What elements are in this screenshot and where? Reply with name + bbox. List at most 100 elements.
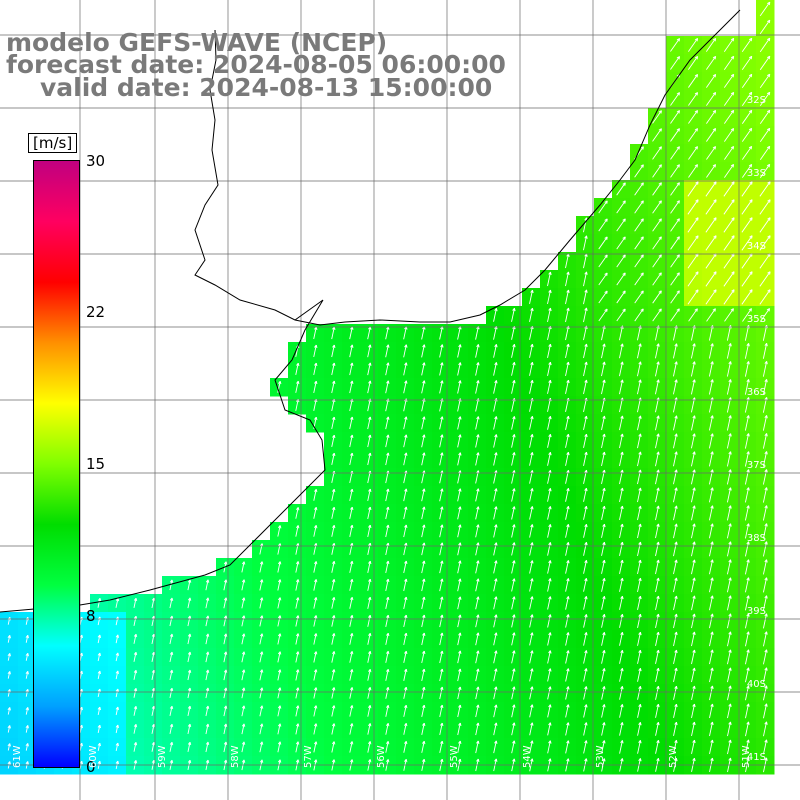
wind-arrow: [367, 362, 372, 376]
wind-arrow: [331, 615, 336, 627]
wind-arrow: [741, 145, 753, 160]
wind-arrow: [421, 416, 426, 430]
wind-arrow: [619, 541, 624, 556]
wind-arrow: [439, 740, 444, 753]
wind-arrow: [385, 578, 390, 592]
wind-arrow: [598, 290, 608, 304]
wind-arrow: [634, 218, 644, 232]
wind-arrow: [7, 635, 11, 643]
wind-arrow: [547, 307, 552, 323]
wind-arrow: [133, 705, 138, 716]
wind-arrow: [741, 91, 753, 106]
wind-arrow: [637, 523, 642, 539]
wind-arrow: [673, 487, 678, 503]
wind-arrow: [367, 632, 372, 645]
wind-arrow: [529, 379, 534, 394]
wind-arrow: [583, 271, 588, 287]
wind-arrow: [637, 722, 642, 736]
wind-arrow: [529, 596, 534, 610]
wind-arrow: [259, 741, 264, 753]
wind-arrow: [403, 686, 408, 699]
wind-arrow: [493, 416, 498, 430]
wind-arrow: [511, 722, 516, 736]
wind-arrow: [670, 218, 680, 232]
wind-arrow: [723, 217, 735, 233]
wind-arrow: [670, 308, 680, 322]
wind-arrow: [475, 524, 480, 538]
wind-arrow: [652, 110, 662, 124]
wind-arrow: [688, 56, 699, 70]
wind-arrow: [601, 704, 606, 718]
wind-arrow: [385, 560, 390, 574]
wind-arrow: [151, 669, 156, 680]
wind-arrow: [223, 579, 228, 591]
wind-arrow: [672, 361, 678, 377]
wind-arrow: [223, 651, 228, 663]
wind-arrow: [727, 559, 732, 575]
wind-arrow: [25, 652, 29, 661]
wind-arrow: [547, 578, 552, 592]
wind-arrow: [673, 469, 678, 485]
wind-arrow: [727, 541, 732, 557]
wind-arrow: [313, 651, 318, 663]
wind-arrow: [313, 615, 318, 627]
wind-arrow: [97, 688, 101, 698]
wind-arrow: [691, 469, 696, 485]
wind-arrow: [7, 743, 11, 751]
wind-arrow: [583, 289, 588, 305]
wind-arrow: [277, 687, 282, 699]
wind-arrow: [655, 415, 660, 431]
wind-arrow: [726, 415, 732, 431]
wind-arrow: [763, 631, 768, 647]
colorbar-tick: 8: [86, 607, 96, 625]
wind-arrow: [439, 686, 444, 700]
wind-arrow: [655, 595, 660, 611]
wind-arrow: [759, 73, 771, 89]
wind-arrow: [349, 362, 354, 376]
colorbar-tick: 15: [86, 455, 106, 473]
wind-arrow: [547, 379, 552, 394]
wind-arrow: [403, 596, 408, 610]
wind-arrow: [691, 487, 696, 503]
wind-arrow: [169, 615, 174, 627]
coastline-path: [0, 299, 326, 613]
wind-arrow: [331, 488, 336, 501]
wind-arrow: [691, 541, 696, 557]
wind-arrow: [385, 614, 390, 627]
wind-arrow: [421, 380, 426, 394]
wind-arrow: [619, 722, 624, 736]
wind-arrow: [259, 561, 264, 573]
wind-arrow: [511, 740, 516, 754]
wind-arrow: [241, 597, 246, 609]
wind-arrow: [223, 723, 228, 735]
lon-label: 56W: [376, 745, 387, 768]
wind-arrow: [529, 740, 534, 754]
wind-arrow: [277, 669, 282, 681]
wind-arrow: [762, 577, 768, 593]
lat-label: 37S: [746, 460, 766, 471]
wind-arrow: [745, 613, 750, 629]
wind-arrow: [762, 469, 768, 485]
wind-arrow: [439, 362, 444, 376]
wind-arrow: [637, 703, 642, 718]
wind-arrow: [385, 506, 390, 520]
wind-arrow: [277, 597, 282, 609]
wind-arrow: [367, 741, 372, 753]
wind-arrow: [637, 595, 642, 610]
wind-arrow: [241, 633, 246, 645]
wind-arrow: [475, 362, 480, 376]
wind-arrow: [709, 523, 714, 539]
wind-arrow: [634, 164, 644, 178]
wind-arrow: [511, 650, 516, 664]
wind-arrow: [601, 487, 606, 502]
wind-arrow: [331, 741, 336, 753]
wind-arrow: [349, 633, 354, 645]
wind-arrow: [619, 595, 624, 610]
wind-arrow: [655, 721, 660, 736]
wind-arrow: [655, 361, 660, 377]
wind-arrow: [619, 668, 624, 682]
wind-arrow: [475, 740, 480, 754]
wind-arrow: [295, 687, 300, 699]
wind-arrow: [619, 487, 624, 503]
wind-arrow: [670, 56, 681, 70]
